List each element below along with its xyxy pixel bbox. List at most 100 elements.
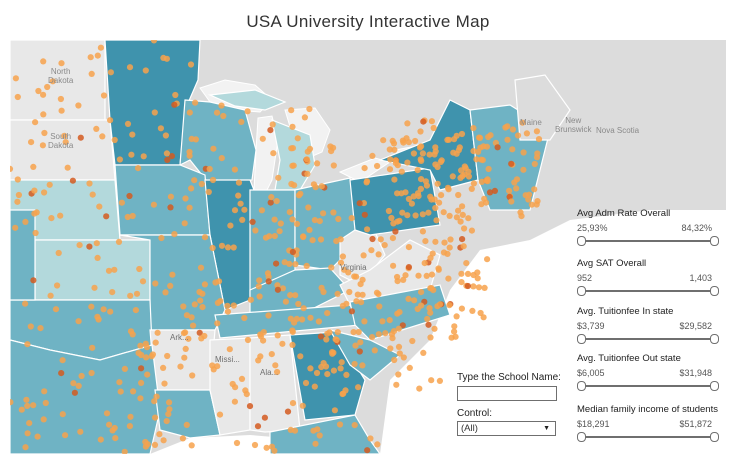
university-point[interactable] xyxy=(251,441,259,449)
university-point[interactable] xyxy=(111,136,118,144)
university-point[interactable] xyxy=(400,139,407,146)
university-point[interactable] xyxy=(167,282,174,289)
university-point[interactable] xyxy=(256,293,263,300)
university-point[interactable] xyxy=(231,398,238,405)
university-point[interactable] xyxy=(509,146,516,153)
university-point[interactable] xyxy=(152,414,159,421)
university-point[interactable] xyxy=(313,369,321,377)
map-canvas[interactable] xyxy=(10,40,726,454)
university-point[interactable] xyxy=(126,192,133,200)
university-point[interactable] xyxy=(238,118,245,125)
university-point[interactable] xyxy=(182,345,189,352)
university-point[interactable] xyxy=(323,336,330,343)
university-point[interactable] xyxy=(458,270,465,277)
university-point[interactable] xyxy=(457,174,464,181)
university-point[interactable] xyxy=(263,444,270,451)
university-point[interactable] xyxy=(121,365,128,372)
university-point[interactable] xyxy=(455,147,462,154)
university-point[interactable] xyxy=(531,186,538,193)
university-point[interactable] xyxy=(213,109,221,116)
university-point[interactable] xyxy=(235,192,242,199)
university-point[interactable] xyxy=(161,380,168,387)
university-point[interactable] xyxy=(395,371,402,378)
university-point[interactable] xyxy=(179,435,186,442)
university-point[interactable] xyxy=(24,341,31,348)
university-point[interactable] xyxy=(481,284,488,291)
university-point[interactable] xyxy=(440,209,447,216)
university-point[interactable] xyxy=(382,330,389,337)
university-point[interactable] xyxy=(181,220,188,227)
university-point[interactable] xyxy=(76,242,83,249)
university-point[interactable] xyxy=(160,54,167,61)
university-point[interactable] xyxy=(260,337,267,344)
university-point[interactable] xyxy=(22,300,29,307)
university-point[interactable] xyxy=(465,168,472,175)
slider-handle-min[interactable] xyxy=(577,334,586,344)
university-point[interactable] xyxy=(328,264,335,271)
university-point[interactable] xyxy=(271,233,278,240)
university-point[interactable] xyxy=(166,406,173,413)
state-colorado[interactable] xyxy=(10,209,36,301)
university-point[interactable] xyxy=(305,204,312,211)
university-point[interactable] xyxy=(316,218,323,225)
university-point[interactable] xyxy=(487,132,494,139)
university-point[interactable] xyxy=(183,312,190,319)
university-point[interactable] xyxy=(334,290,341,297)
university-point[interactable] xyxy=(181,354,188,361)
university-point[interactable] xyxy=(356,348,363,355)
university-point[interactable] xyxy=(393,381,400,388)
university-point[interactable] xyxy=(199,290,206,297)
university-point[interactable] xyxy=(244,108,251,115)
state-louisiana[interactable] xyxy=(154,389,221,439)
university-point[interactable] xyxy=(402,189,409,196)
university-point[interactable] xyxy=(402,272,409,279)
slider-handle-max[interactable] xyxy=(710,236,719,246)
university-point[interactable] xyxy=(247,296,254,303)
university-point[interactable] xyxy=(364,226,371,233)
university-point[interactable] xyxy=(318,363,325,371)
university-point[interactable] xyxy=(37,325,44,332)
university-point[interactable] xyxy=(346,288,353,296)
university-point[interactable] xyxy=(316,432,323,439)
university-point[interactable] xyxy=(320,210,327,217)
university-point[interactable] xyxy=(126,64,134,71)
university-point[interactable] xyxy=(77,134,84,141)
university-point[interactable] xyxy=(348,308,355,315)
university-point[interactable] xyxy=(75,382,82,389)
university-point[interactable] xyxy=(368,247,375,254)
university-point[interactable] xyxy=(375,251,382,258)
university-point[interactable] xyxy=(357,339,364,346)
university-point[interactable] xyxy=(127,413,134,420)
university-point[interactable] xyxy=(233,439,241,447)
university-point[interactable] xyxy=(229,380,236,388)
university-point[interactable] xyxy=(404,159,411,166)
university-point[interactable] xyxy=(363,178,371,185)
university-point[interactable] xyxy=(62,432,69,439)
university-point[interactable] xyxy=(210,145,217,152)
university-point[interactable] xyxy=(105,267,113,274)
university-point[interactable] xyxy=(205,188,212,196)
university-point[interactable] xyxy=(88,369,95,377)
university-point[interactable] xyxy=(361,318,368,325)
university-point[interactable] xyxy=(333,336,340,344)
university-point[interactable] xyxy=(293,315,300,322)
university-point[interactable] xyxy=(297,190,304,197)
university-point[interactable] xyxy=(150,201,157,208)
university-point[interactable] xyxy=(484,178,491,185)
university-point[interactable] xyxy=(432,238,439,245)
university-point[interactable] xyxy=(41,129,48,137)
university-point[interactable] xyxy=(533,201,540,208)
university-point[interactable] xyxy=(165,411,172,418)
university-point[interactable] xyxy=(198,180,205,188)
university-point[interactable] xyxy=(453,313,460,320)
university-point[interactable] xyxy=(163,150,170,157)
university-point[interactable] xyxy=(24,430,31,437)
university-point[interactable] xyxy=(270,150,277,157)
university-point[interactable] xyxy=(94,254,101,261)
university-point[interactable] xyxy=(533,128,541,135)
sat-slider[interactable] xyxy=(577,286,719,296)
university-point[interactable] xyxy=(163,418,170,425)
university-point[interactable] xyxy=(14,198,21,205)
school-name-input[interactable] xyxy=(457,386,557,401)
university-point[interactable] xyxy=(40,91,47,98)
